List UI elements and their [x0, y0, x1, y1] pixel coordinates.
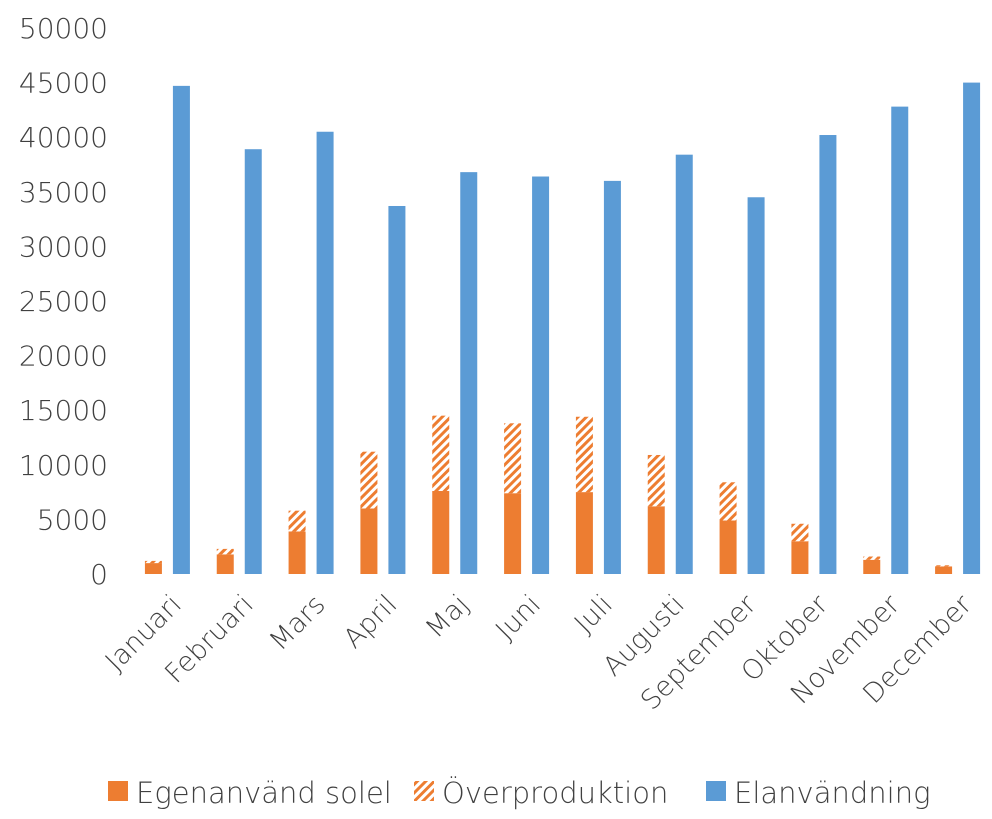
- bar-elanvandning: [963, 82, 981, 574]
- x-tick-label: Maj: [420, 589, 475, 644]
- bar-egenanvand: [504, 493, 522, 574]
- y-tick-label: 25000: [19, 285, 108, 318]
- y-tick-label: 50000: [19, 12, 108, 45]
- bar-overproduktion: [863, 556, 881, 560]
- y-tick-label: 45000: [19, 67, 108, 100]
- bar-egenanvand: [935, 566, 953, 574]
- bar-overproduktion: [575, 416, 593, 493]
- bar-egenanvand: [216, 554, 234, 574]
- x-tick-label: Juli: [569, 589, 619, 639]
- legend: Egenanvänd solel Överproduktion Elanvändni…: [108, 776, 930, 810]
- x-tick-label: Mars: [264, 589, 332, 657]
- bar-egenanvand: [144, 563, 162, 574]
- bar-overproduktion: [719, 482, 737, 521]
- bar-elanvandning: [172, 85, 190, 574]
- bar-egenanvand: [432, 491, 450, 574]
- x-tick-label: April: [338, 589, 404, 655]
- y-axis: 0 5000 10000 15000 20000 25000 30000 35000 40000…: [19, 12, 108, 591]
- bar-elanvandning: [675, 154, 693, 574]
- y-tick-label: 35000: [19, 176, 108, 209]
- legend-label: Överproduktion: [442, 776, 668, 810]
- bar-egenanvand: [288, 531, 306, 574]
- y-tick-label: 10000: [19, 449, 108, 482]
- y-tick-label: 5000: [37, 503, 108, 536]
- bar-overproduktion: [144, 560, 162, 564]
- y-tick-label: 0: [90, 558, 108, 591]
- legend-label: Egenanvänd solel: [136, 776, 392, 810]
- bar-elanvandning: [819, 135, 837, 575]
- bar-elanvandning: [316, 131, 334, 575]
- bar-overproduktion: [288, 510, 306, 532]
- bar-elanvandning: [891, 106, 909, 575]
- bar-elanvandning: [532, 176, 550, 574]
- bar-overproduktion: [504, 423, 522, 494]
- y-tick-label: 30000: [19, 230, 108, 263]
- bar-egenanvand: [863, 559, 881, 574]
- bar-overproduktion: [360, 451, 378, 509]
- bar-overproduktion: [791, 523, 809, 542]
- bar-egenanvand: [791, 541, 809, 574]
- bar-elanvandning: [388, 205, 406, 574]
- bar-overproduktion: [647, 454, 665, 507]
- bar-overproduktion: [935, 565, 953, 567]
- y-tick-label: 15000: [19, 394, 108, 427]
- bar-elanvandning: [244, 149, 262, 574]
- bar-elanvandning: [747, 197, 765, 574]
- bar-egenanvand: [360, 508, 378, 574]
- bar-overproduktion: [432, 415, 450, 492]
- bar-overproduktion: [216, 548, 234, 555]
- bar-egenanvand: [719, 520, 737, 574]
- bar-egenanvand: [575, 492, 593, 574]
- y-tick-label: 20000: [19, 340, 108, 373]
- y-tick-label: 40000: [19, 121, 108, 154]
- legend-label: Elanvändning: [734, 776, 930, 810]
- x-tick-label: Juni: [490, 589, 547, 646]
- legend-swatch: [706, 781, 726, 801]
- legend-swatch: [108, 781, 128, 801]
- bar-egenanvand: [647, 506, 665, 574]
- bars: [144, 82, 981, 575]
- bar-elanvandning: [460, 172, 478, 575]
- legend-swatch: [414, 781, 434, 801]
- bar-elanvandning: [603, 180, 621, 574]
